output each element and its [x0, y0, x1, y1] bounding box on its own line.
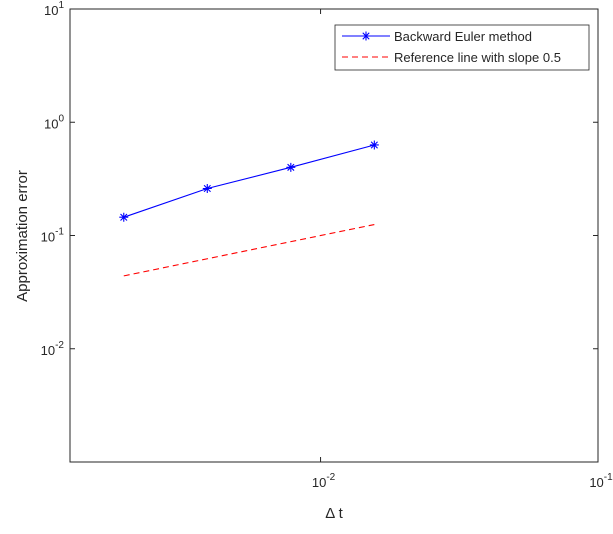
data-point [202, 184, 212, 194]
y-tick-label: 10-2 [41, 340, 65, 358]
y-axis-label: Approximation error [14, 170, 31, 302]
series-line-2 [123, 223, 375, 277]
legend-marker [361, 31, 371, 41]
data-point [286, 162, 296, 172]
legend: Backward Euler method Reference line with… [334, 24, 590, 71]
y-tick-label: 101 [44, 0, 64, 18]
plot-area [69, 8, 599, 463]
tick-group: 10-2 10-1 101 100 10-1 10-2 [41, 0, 613, 490]
y-tick-label: 10-1 [41, 227, 65, 245]
legend-label-2: Reference line with slope 0.5 [394, 50, 561, 65]
x-tick-label: 10-1 [589, 472, 613, 490]
x-axis-label: Δ t [325, 505, 343, 522]
legend-box [334, 24, 590, 71]
series-line-1 [123, 144, 375, 218]
x-tick-label: 10-2 [312, 472, 336, 490]
series-group [119, 140, 379, 277]
data-point [369, 140, 379, 150]
legend-label-1: Backward Euler method [394, 29, 532, 44]
y-tick-label: 100 [44, 113, 64, 131]
data-point [119, 212, 129, 222]
